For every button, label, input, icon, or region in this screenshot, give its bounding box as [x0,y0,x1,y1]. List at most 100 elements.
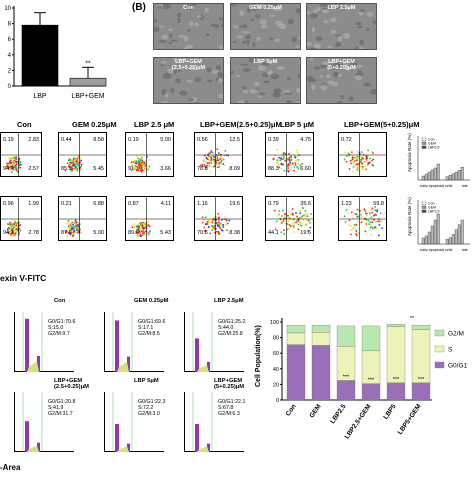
mini-bar [424,235,428,245]
event-dot [140,230,143,232]
event-dot [12,168,15,171]
y-tick-label: 100 [270,320,279,326]
event-dot [350,211,353,214]
event-dot [294,164,297,166]
event-dot [369,226,372,229]
event-dot [306,215,309,218]
event-dot [289,168,292,171]
flow-panel-title: LBP 5 μM [280,120,315,129]
event-dot [219,158,222,160]
event-dot [281,209,284,212]
flow-plot: 0.39 4.75 88.3 6.60 [265,132,314,177]
y-tick-label: 20 [273,382,279,388]
event-dot [219,227,222,230]
event-dot [142,222,145,225]
cell [157,5,162,9]
event-dot [11,229,14,231]
s-phase-area [27,445,39,452]
event-dot [363,208,366,211]
cell [263,80,271,84]
event-dot [140,164,143,167]
category-label: GEM [308,403,322,419]
stacked-bar-segment [311,331,331,346]
event-dot [283,213,286,216]
quadrant-lr-value: 8.09 [229,166,240,172]
event-dot [10,223,13,225]
quadrant-ur-value: 5.00 [160,137,171,143]
event-dot [71,159,74,162]
category-label: LBP2.5+GEM [344,403,373,440]
cell [337,35,343,42]
event-dot [284,160,287,162]
event-dot [367,219,370,222]
cell [160,61,168,64]
event-dot [133,162,135,164]
event-dot [224,150,227,152]
g0g1-peak [115,320,119,372]
event-dot [343,158,346,161]
cell [232,40,237,44]
flow-scatter [1,133,41,176]
event-dot [10,230,13,233]
event-dot [12,166,15,169]
cell [175,78,181,84]
quadrant-ll-value: 88.3 [268,166,279,172]
cell-population-svg: 100 80 60 40 20 0 Cell Population(%) Con GEM LBP2… [255,316,468,440]
event-dot [356,224,359,227]
event-dot [361,156,364,159]
event-dot [76,169,78,172]
event-dot [361,162,364,165]
event-dot [7,166,10,169]
mini-legend-label: GEM [428,206,436,210]
stacked-bar-segment [411,329,431,383]
event-dot [142,232,144,235]
cell [205,33,210,37]
event-dot [208,164,211,167]
cell [308,47,316,49]
event-dot [369,221,372,224]
event-dot [141,160,144,163]
flow-plot: 0.21 6.88 87.9 5.00 [58,196,107,241]
mini-bar [460,219,464,245]
event-dot [286,228,289,231]
event-dot [280,231,283,234]
event-dot [211,220,214,223]
cell [211,70,220,74]
mini-legend-label: LBP2.5 [428,210,440,214]
cell [154,26,160,32]
event-dot [369,157,371,160]
event-dot [76,168,79,170]
mini-legend-swatch [421,137,427,141]
cell-texture [231,4,300,49]
flow-plot: 0.87 4.11 89.6 5.43 [125,196,174,241]
histogram-title: GEM 0.25μM [134,298,169,304]
event-dot [350,233,353,236]
event-dot [74,219,77,222]
cell [358,11,364,16]
event-dot [368,223,370,225]
y-tick-label: 2 [8,68,12,74]
event-dot [217,221,220,223]
event-dot [351,170,354,173]
event-dot [64,169,67,172]
event-dot [306,213,308,216]
cell [356,25,364,29]
cell [275,20,283,27]
event-dot [70,228,73,231]
g2m-peak [37,356,40,372]
cell [255,4,265,8]
cell [217,94,223,99]
event-dot [19,166,22,169]
cell [312,9,318,13]
event-dot [13,160,16,163]
event-dot [203,164,206,166]
cell [242,90,249,94]
event-dot [222,163,225,165]
quadrant-lr-value: 5.45 [93,166,104,172]
event-dot [199,164,202,167]
event-dot [212,165,215,168]
event-dot [363,161,366,163]
event-dot [301,215,304,218]
cell [366,27,370,32]
event-dot [288,156,291,159]
